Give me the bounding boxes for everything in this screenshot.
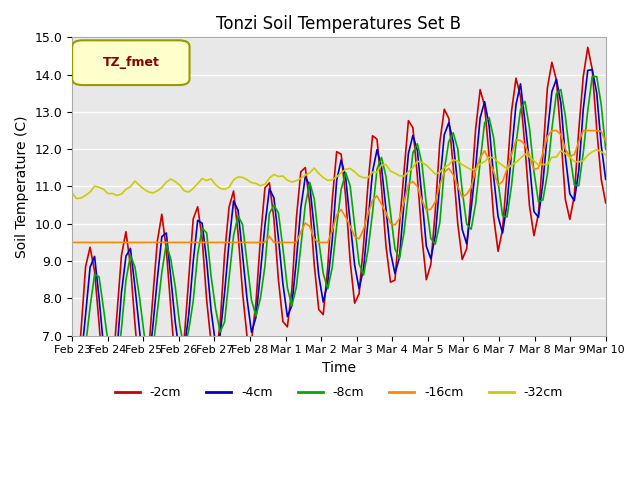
-32cm bbox=[440, 165, 448, 170]
-16cm bbox=[548, 128, 556, 133]
-4cm bbox=[494, 214, 502, 219]
-8cm bbox=[68, 359, 76, 365]
-8cm bbox=[602, 146, 609, 152]
-32cm bbox=[185, 189, 193, 195]
-32cm bbox=[216, 185, 224, 191]
-32cm bbox=[593, 147, 600, 153]
Title: Tonzi Soil Temperatures Set B: Tonzi Soil Temperatures Set B bbox=[216, 15, 461, 33]
-8cm bbox=[440, 167, 448, 173]
-2cm bbox=[436, 140, 444, 145]
-16cm bbox=[602, 138, 609, 144]
-16cm bbox=[436, 182, 444, 188]
-16cm bbox=[212, 240, 220, 245]
-4cm bbox=[440, 132, 448, 138]
-16cm bbox=[68, 240, 76, 245]
-4cm bbox=[73, 398, 81, 404]
-8cm bbox=[588, 73, 596, 79]
-32cm bbox=[369, 169, 376, 175]
-2cm bbox=[212, 356, 220, 361]
Legend: -2cm, -4cm, -8cm, -16cm, -32cm: -2cm, -4cm, -8cm, -16cm, -32cm bbox=[109, 381, 568, 404]
-4cm bbox=[216, 332, 224, 338]
-4cm bbox=[593, 90, 600, 96]
-32cm bbox=[602, 152, 609, 158]
Line: -8cm: -8cm bbox=[72, 76, 605, 387]
Line: -16cm: -16cm bbox=[72, 131, 605, 242]
-4cm bbox=[369, 169, 376, 175]
-2cm bbox=[602, 200, 609, 206]
-2cm bbox=[584, 45, 591, 50]
-16cm bbox=[364, 211, 372, 217]
Line: -2cm: -2cm bbox=[72, 48, 605, 416]
-2cm bbox=[588, 67, 596, 72]
-8cm bbox=[369, 209, 376, 215]
Text: TZ_fmet: TZ_fmet bbox=[102, 56, 159, 69]
-4cm bbox=[602, 177, 609, 182]
-2cm bbox=[490, 214, 497, 219]
-32cm bbox=[588, 149, 596, 155]
-2cm bbox=[180, 336, 188, 341]
-8cm bbox=[216, 329, 224, 335]
X-axis label: Time: Time bbox=[322, 361, 356, 375]
-8cm bbox=[185, 327, 193, 333]
-4cm bbox=[68, 389, 76, 395]
Line: -4cm: -4cm bbox=[72, 70, 605, 401]
-16cm bbox=[490, 168, 497, 174]
-4cm bbox=[588, 67, 596, 72]
-16cm bbox=[180, 240, 188, 245]
-8cm bbox=[73, 384, 81, 390]
-16cm bbox=[588, 128, 596, 133]
Line: -32cm: -32cm bbox=[72, 150, 605, 199]
-2cm bbox=[68, 413, 76, 419]
-4cm bbox=[185, 312, 193, 318]
FancyBboxPatch shape bbox=[72, 40, 189, 85]
-2cm bbox=[364, 180, 372, 186]
-32cm bbox=[68, 190, 76, 196]
-32cm bbox=[73, 196, 81, 202]
-8cm bbox=[593, 74, 600, 80]
-8cm bbox=[494, 179, 502, 185]
-32cm bbox=[494, 159, 502, 165]
Y-axis label: Soil Temperature (C): Soil Temperature (C) bbox=[15, 115, 29, 258]
